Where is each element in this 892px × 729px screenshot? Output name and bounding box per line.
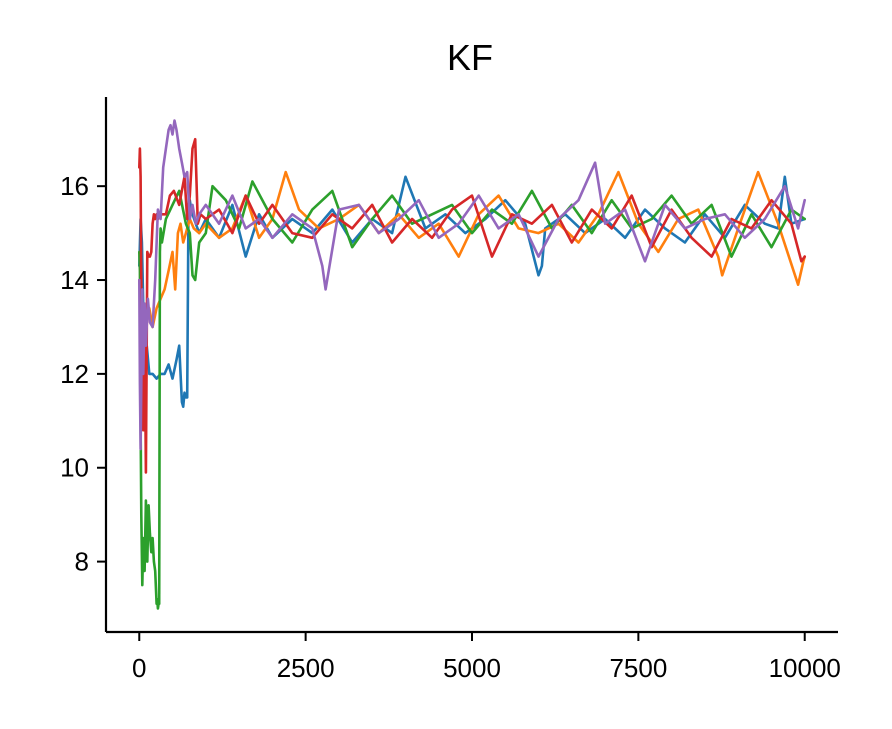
y-tick-label: 14 [60,265,89,295]
y-tick-label: 10 [60,453,89,483]
series-line-3 [138,180,806,610]
x-tick-label: 5000 [443,653,501,683]
x-tick-label: 10000 [769,653,841,683]
chart-title: KF [447,37,493,78]
x-tick-label: 2500 [277,653,335,683]
x-tick-label: 7500 [609,653,667,683]
axes-layer [104,97,838,634]
x-ticks: 0 2500 5000 7500 10000 [132,632,841,683]
x-tick-label: 0 [132,653,146,683]
series-line-4 [138,137,806,474]
series-line-1 [138,175,806,408]
y-tick-label: 16 [60,171,89,201]
series-line-5 [138,119,806,451]
series-layer [138,119,806,610]
y-tick-label: 12 [60,359,89,389]
y-ticks: 8 10 12 14 16 [60,171,106,577]
y-tick-label: 8 [75,547,89,577]
